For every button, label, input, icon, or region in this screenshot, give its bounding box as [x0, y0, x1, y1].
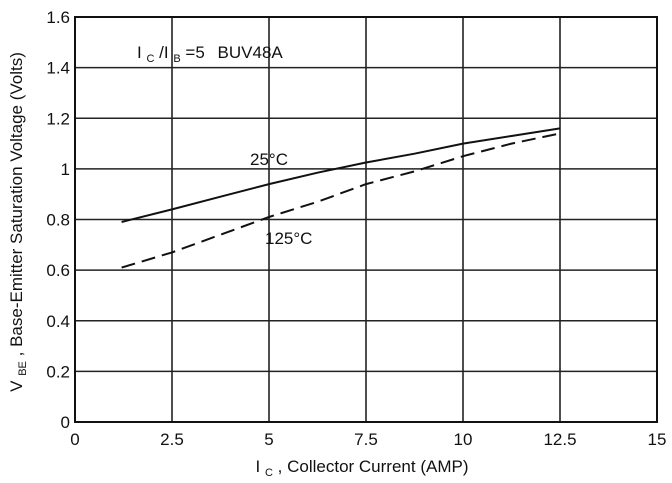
plot-frame: [74, 16, 658, 423]
y-tick-label-2: 0.4: [46, 312, 70, 331]
y-axis-title-rest: , Base-Emitter Saturation Voltage (Volts…: [7, 52, 26, 356]
x-tick-label-2: 5: [264, 430, 273, 449]
x-tick-label-6: 15: [648, 430, 667, 449]
y-axis-title-sub: BE: [17, 361, 29, 376]
plot-border: [74, 16, 658, 423]
y-tick-label-6: 1.2: [46, 109, 70, 128]
condition-annotation: I C /I B =5 BUV48A: [137, 43, 283, 66]
y-axis-title: V BE , Base-Emitter Saturation Voltage (…: [7, 52, 30, 392]
y-tick-label-8: 1.6: [46, 8, 70, 27]
x-tick-label-4: 10: [454, 430, 473, 449]
y-tick-label-3: 0.6: [46, 261, 70, 280]
annot-sub-b: B: [173, 53, 180, 65]
x-axis-title-sub: C: [265, 467, 273, 478]
series-line-1: [121, 132, 561, 269]
y-axis-title-main: V: [7, 380, 26, 392]
annot-part: BUV48A: [218, 43, 284, 62]
y-tick-label-7: 1.4: [46, 59, 70, 78]
x-axis-title-rest: , Collector Current (AMP): [278, 457, 469, 476]
series-group: [121, 127, 561, 269]
y-tick-label-4: 0.8: [46, 211, 70, 230]
x-tick-label-0: 0: [70, 430, 79, 449]
annot-condition: =5: [185, 43, 204, 62]
series-line-0: [121, 127, 561, 223]
x-axis-title: I C , Collector Current (AMP): [256, 457, 469, 478]
y-tick-label-5: 1: [61, 160, 70, 179]
y-tick-label-0: 0: [61, 413, 70, 432]
tick-labels: 0 2.5 5 7.5 10 12.5 15 0 0.2 0.4 0.6 0.8 1 1.2 1.4 1.6: [46, 8, 666, 449]
annot-slash: /I: [159, 43, 168, 62]
x-tick-label-3: 7.5: [354, 430, 378, 449]
annot-i: I: [137, 43, 142, 62]
series-label-125c: 125°C: [265, 229, 312, 248]
grid: [75, 17, 657, 422]
x-tick-label-1: 2.5: [160, 430, 184, 449]
x-tick-label-5: 12.5: [543, 430, 576, 449]
x-axis-title-main: I: [256, 457, 261, 476]
y-tick-label-1: 0.2: [46, 362, 70, 381]
series-label-25c: 25°C: [250, 150, 288, 169]
annot-sub-c: C: [146, 53, 154, 65]
